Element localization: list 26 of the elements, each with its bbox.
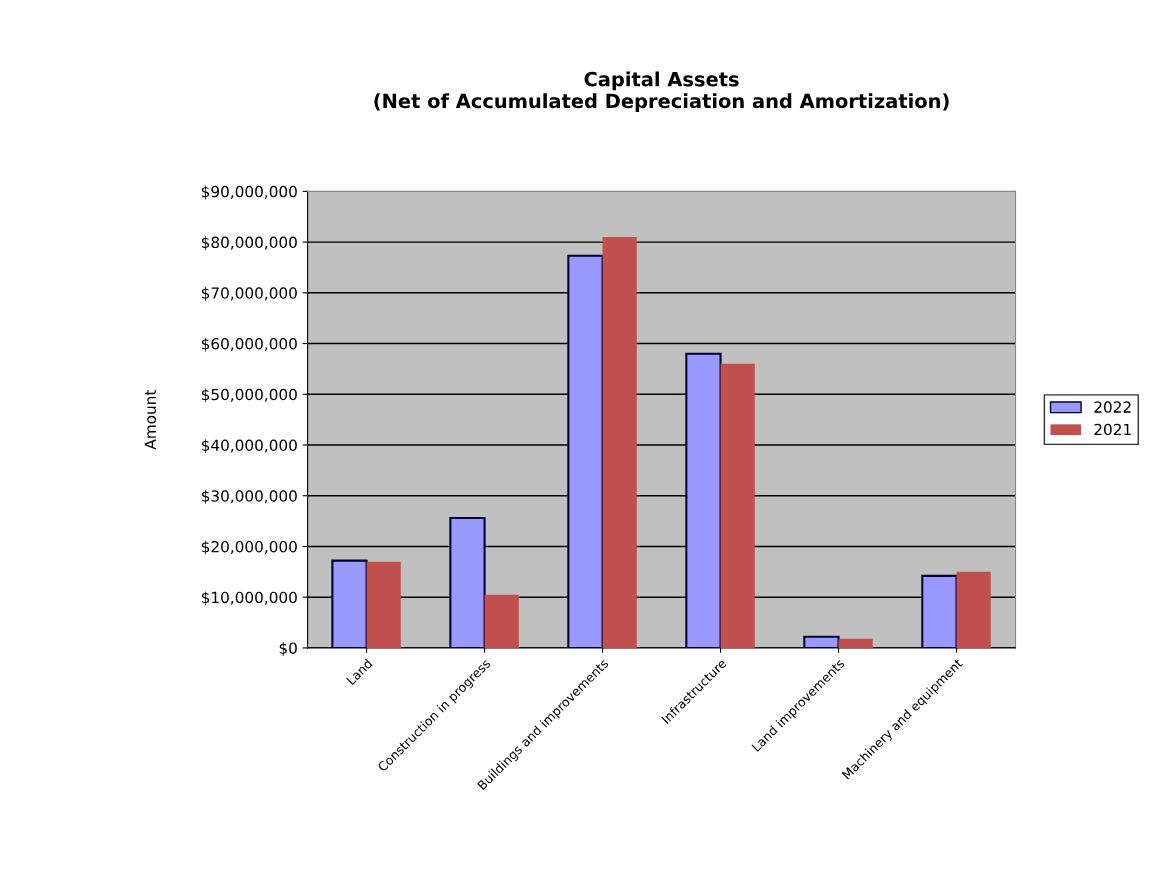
bar [685, 352, 722, 648]
bar [720, 363, 755, 648]
y-tick-label: $50,000,000 [201, 388, 297, 403]
bar [956, 571, 991, 648]
y-tick-label: $10,000,000 [201, 591, 297, 606]
y-tick-label: $30,000,000 [201, 489, 297, 504]
legend-label: 2021 [1094, 423, 1131, 436]
y-tick-label: $60,000,000 [201, 337, 297, 352]
y-axis-title: Amount [144, 389, 157, 450]
y-tick-label: $40,000,000 [201, 439, 297, 454]
y-tick-label: $0 [279, 642, 297, 656]
y-tick-label: $70,000,000 [201, 287, 297, 301]
bar [838, 638, 873, 648]
y-tick-label: $20,000,000 [201, 540, 297, 555]
bar [567, 254, 604, 648]
bar [921, 574, 958, 648]
y-tick-label: $90,000,000 [201, 185, 297, 200]
chart-title: Capital Assets (Net of Accumulated Depreciation and Amortization) [374, 71, 949, 113]
bar [803, 635, 840, 648]
bar [602, 237, 637, 648]
y-tick-label: $80,000,000 [201, 236, 297, 251]
legend-label: 2022 [1094, 401, 1131, 413]
bar [484, 594, 519, 648]
bar [331, 559, 368, 648]
bar [449, 517, 486, 648]
bar [366, 561, 401, 648]
